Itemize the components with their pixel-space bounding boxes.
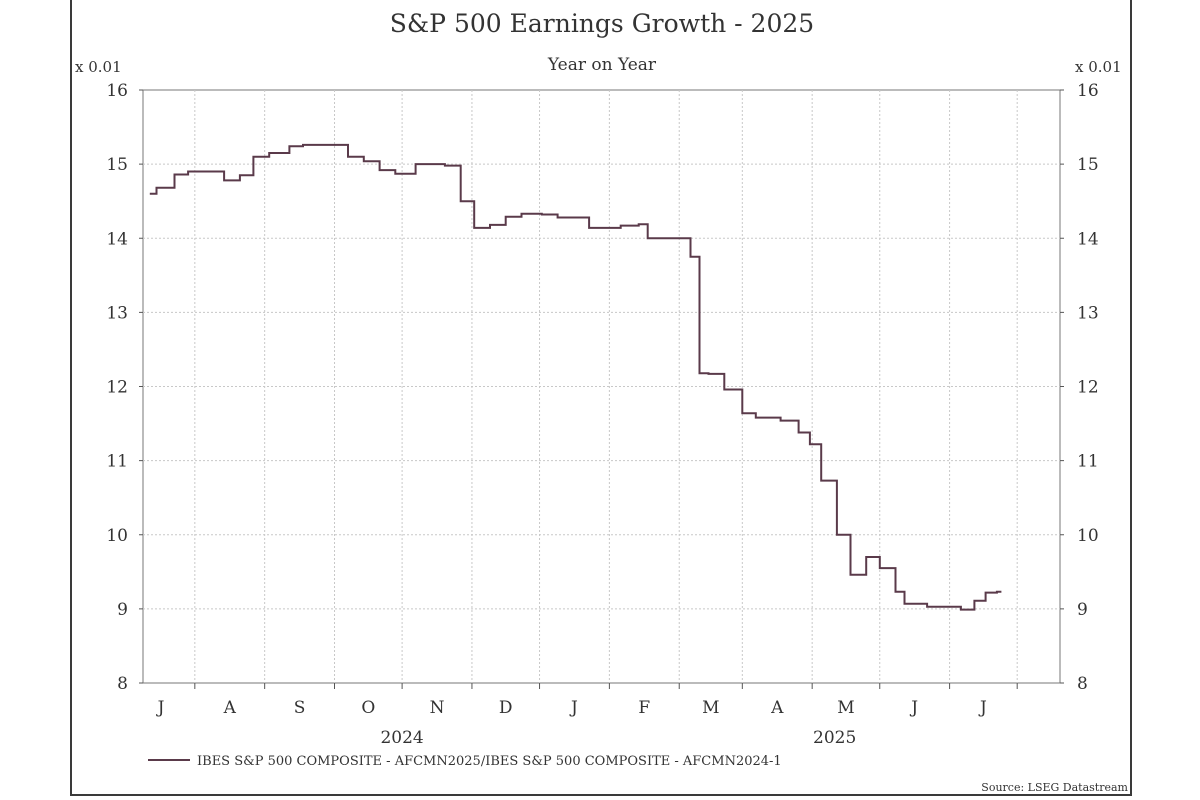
y-tick-label-right: 8 [1077, 674, 1088, 694]
x-month-label: M [837, 698, 854, 718]
series-line [149, 143, 1002, 611]
axes: 8 8 9 9 10 10 11 11 12 12 13 13 14 14 15 15 16 16 J A S O N D J F… [106, 81, 1098, 748]
x-month-label: F [638, 698, 650, 718]
y-tick-label-left: 9 [117, 600, 128, 620]
x-month-label: O [361, 698, 375, 718]
y-tick-label-left: 14 [106, 229, 128, 249]
y-tick-label-right: 16 [1077, 81, 1099, 101]
x-month-label: A [223, 698, 237, 718]
y-tick-label-left: 15 [106, 155, 128, 175]
chart-title: S&P 500 Earnings Growth - 2025 [390, 9, 814, 38]
y-tick-label-left: 10 [106, 526, 128, 546]
x-year-label: 2024 [380, 728, 423, 748]
y-tick-label-left: 8 [117, 674, 128, 694]
x-year-label: 2025 [813, 728, 856, 748]
series-layer [149, 143, 1002, 611]
x-month-label: N [430, 698, 445, 718]
chart-frame [70, 0, 1132, 796]
y-tick-label-right: 9 [1077, 600, 1088, 620]
x-month-label: S [294, 698, 306, 718]
y-tick-label-left: 13 [106, 303, 128, 323]
y-tick-label-left: 12 [106, 378, 128, 398]
right-unit-label: x 0.01 [1075, 58, 1122, 76]
x-month-label: J [569, 698, 578, 718]
y-tick-label-right: 15 [1077, 155, 1099, 175]
x-month-label: M [702, 698, 719, 718]
y-tick-label-right: 10 [1077, 526, 1099, 546]
grid [143, 90, 1060, 683]
x-month-label: J [978, 698, 987, 718]
y-tick-label-left: 16 [106, 81, 128, 101]
y-tick-label-right: 13 [1077, 303, 1099, 323]
left-unit-label: x 0.01 [75, 58, 122, 76]
x-month-label: J [156, 698, 165, 718]
y-tick-label-right: 14 [1077, 229, 1099, 249]
y-tick-label-left: 11 [106, 452, 128, 472]
chart-subtitle: Year on Year [547, 55, 657, 75]
legend-label: IBES S&P 500 COMPOSITE - AFCMN2025/IBES … [197, 754, 782, 769]
x-month-label: A [770, 698, 784, 718]
x-month-label: D [499, 698, 513, 718]
x-month-label: J [909, 698, 918, 718]
source-note: Source: LSEG Datastream [981, 781, 1128, 794]
y-tick-label-right: 11 [1077, 452, 1099, 472]
y-tick-label-right: 12 [1077, 378, 1099, 398]
